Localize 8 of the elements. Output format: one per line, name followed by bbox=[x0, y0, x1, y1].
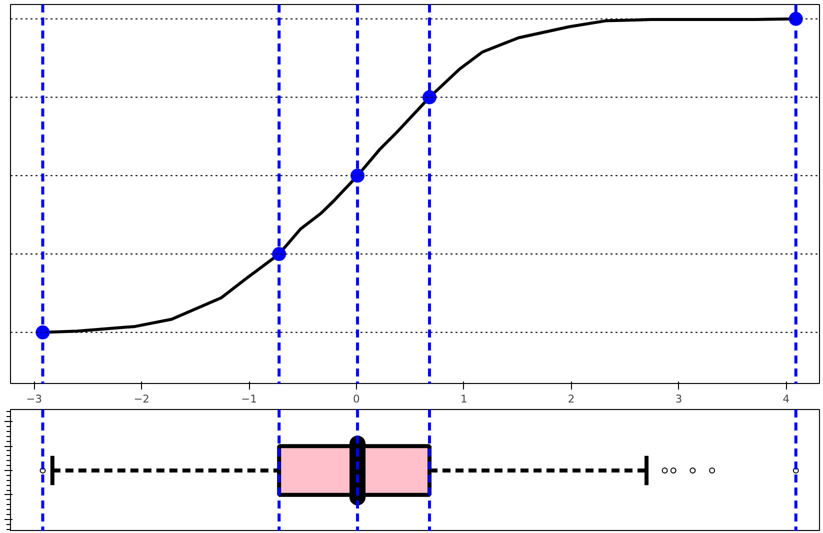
x-tick-label: 4 bbox=[782, 392, 790, 406]
x-tick-label: −3 bbox=[26, 392, 42, 406]
x-tick-label: 1 bbox=[460, 392, 468, 406]
x-tick-label: 3 bbox=[675, 392, 682, 406]
x-tick-label: −2 bbox=[134, 392, 150, 406]
x-tick-label: −1 bbox=[241, 392, 257, 406]
x-tick-label: 0 bbox=[353, 392, 360, 406]
x-tick-label: 2 bbox=[568, 392, 575, 406]
